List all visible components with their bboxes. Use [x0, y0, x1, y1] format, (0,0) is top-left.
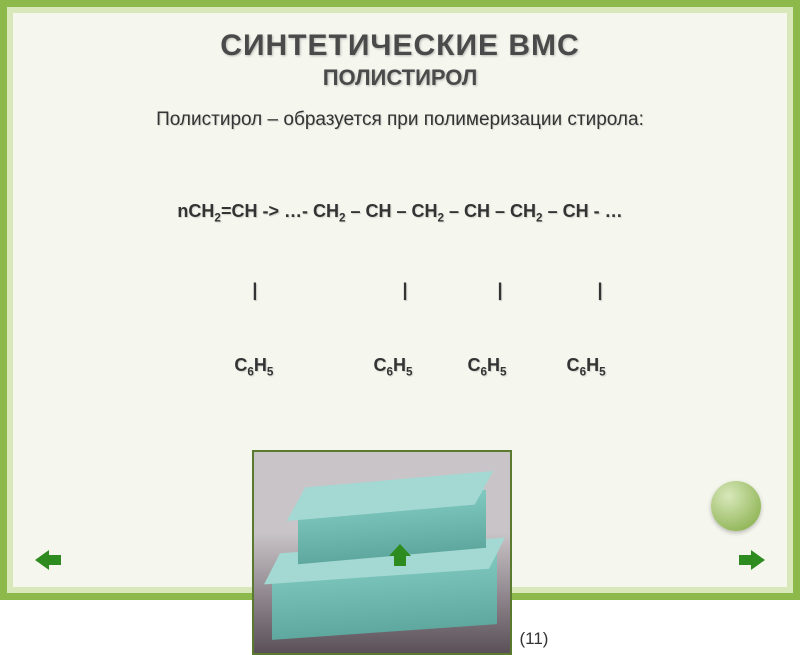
next-arrow-icon[interactable] — [737, 547, 767, 573]
formula-line-1: nCH2=CH -> …- CH2 – CH – CH2 – CH – CH2 … — [25, 199, 775, 227]
polystyrene-image — [252, 450, 512, 655]
slide-body: СИНТЕТИЧЕСКИЕ ВМС ПОЛИСТИРОЛ Полистирол … — [13, 13, 787, 587]
prev-arrow-icon[interactable] — [33, 547, 63, 573]
chemical-formula: nCH2=CH -> …- CH2 – CH – CH2 – CH – CH2 … — [25, 149, 775, 432]
slide-subtitle: ПОЛИСТИРОЛ — [25, 65, 775, 91]
frame-outer: СИНТЕТИЧЕСКИЕ ВМС ПОЛИСТИРОЛ Полистирол … — [0, 0, 800, 600]
decor-circle — [711, 481, 761, 531]
nav-center — [386, 542, 414, 573]
formula-line-3: C6H5 C6H5 C6H5 C6H5 — [25, 353, 775, 381]
description-text: Полистирол – образуется при полимеризаци… — [25, 109, 775, 131]
image-caption: (11) — [520, 629, 549, 655]
home-arrow-icon[interactable] — [386, 542, 414, 568]
slide-title: СИНТЕТИЧЕСКИЕ ВМС — [25, 29, 775, 63]
formula-line-2: | | | | — [25, 278, 775, 303]
frame-mid: СИНТЕТИЧЕСКИЕ ВМС ПОЛИСТИРОЛ Полистирол … — [7, 7, 793, 593]
